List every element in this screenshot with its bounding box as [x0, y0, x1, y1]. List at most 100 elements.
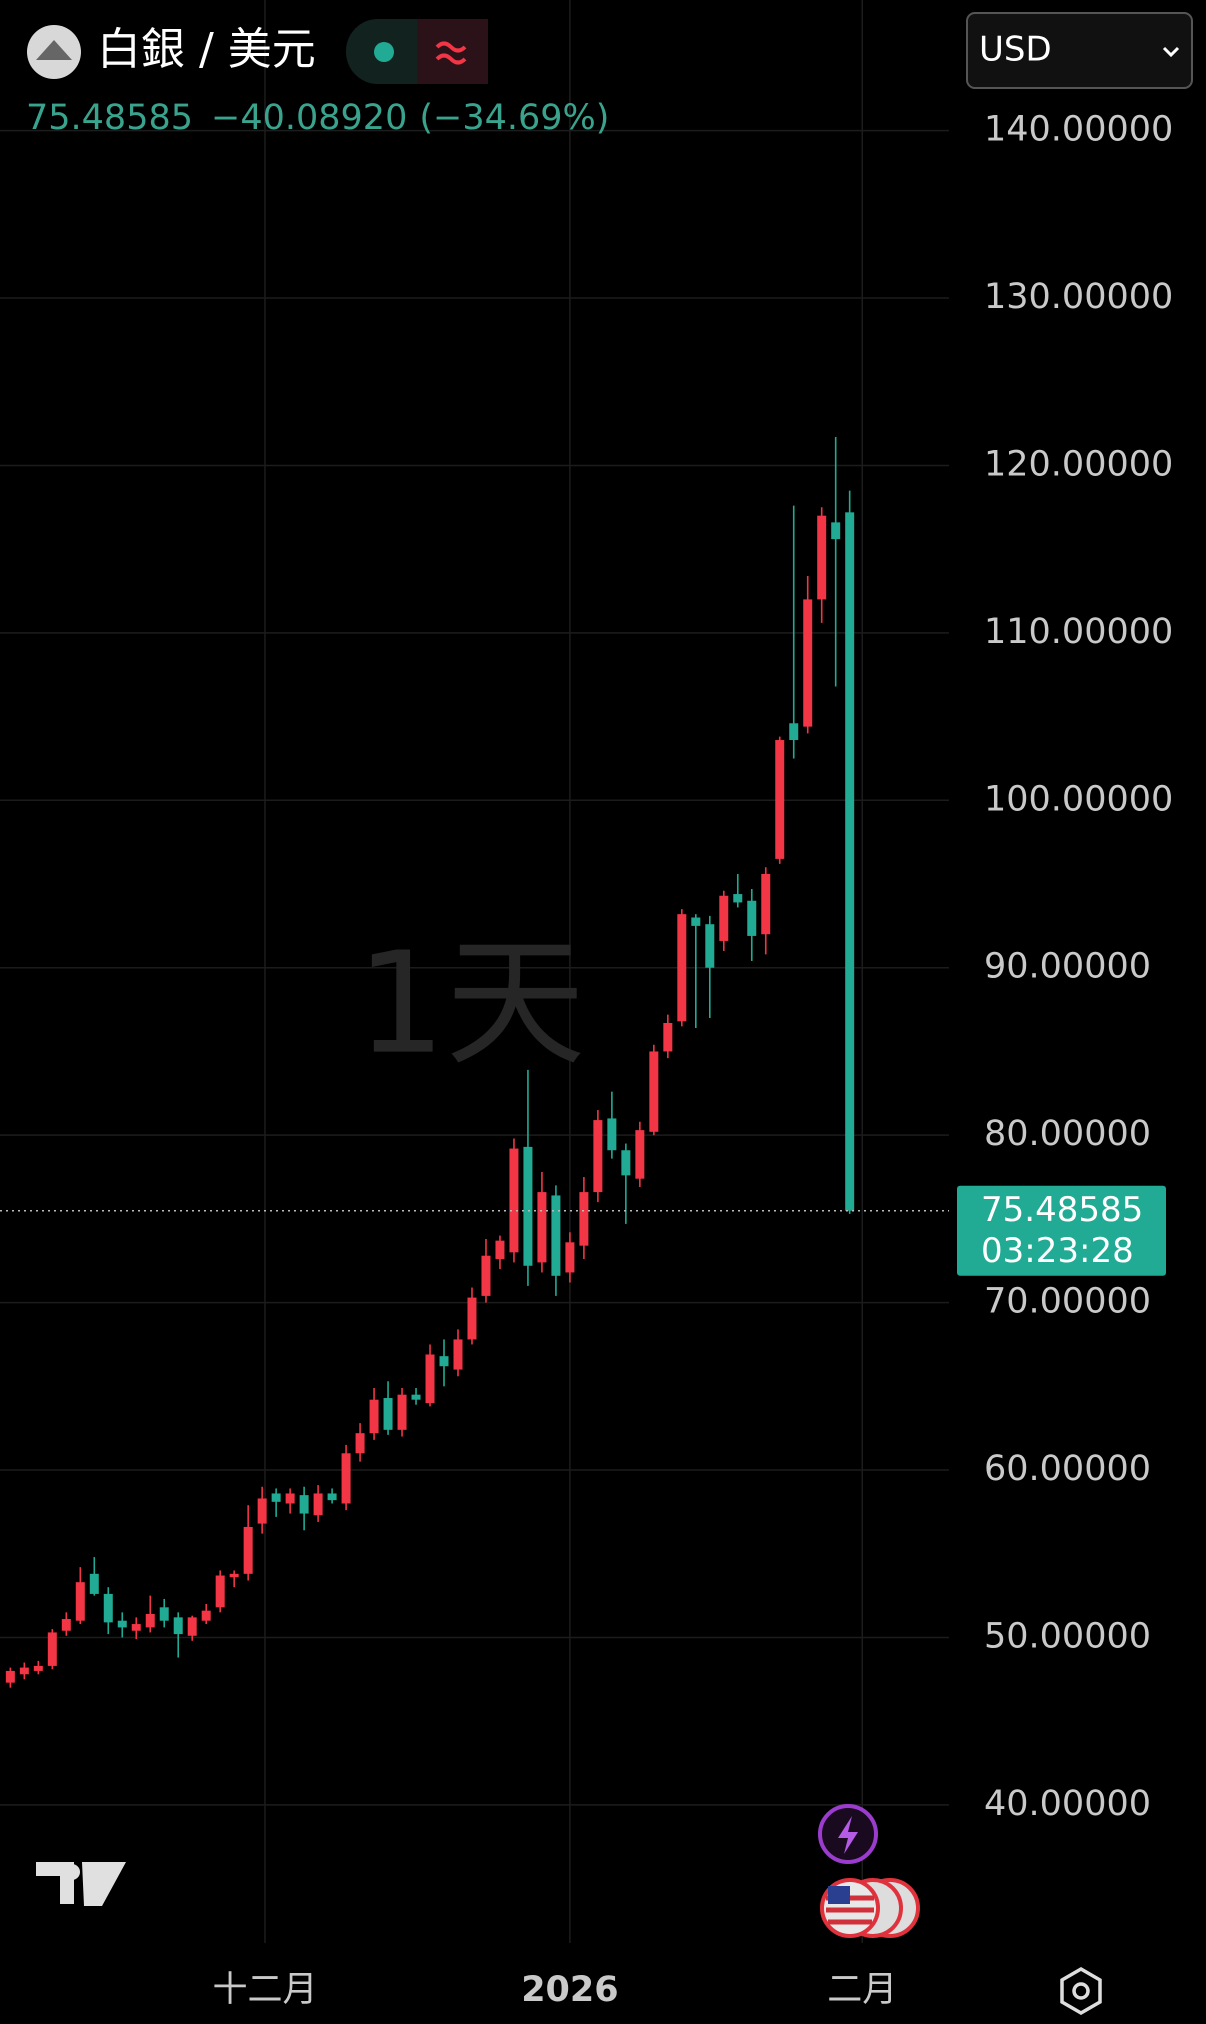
grid [0, 0, 949, 1943]
candle-body [299, 1495, 309, 1514]
candle-body [19, 1667, 29, 1675]
candle-body [537, 1192, 547, 1263]
candle-body [89, 1573, 99, 1594]
candle-body [677, 914, 687, 1022]
candle-body [831, 522, 841, 540]
flag-canton [828, 1886, 850, 1904]
y-tick-label: 50.00000 [984, 1616, 1151, 1656]
candle-body [355, 1433, 365, 1454]
candle-body [243, 1526, 253, 1574]
y-tick-label: 80.00000 [984, 1114, 1151, 1154]
candle-body [579, 1192, 589, 1246]
x-tick-label: 二月 [827, 1970, 897, 2010]
y-tick-label: 100.00000 [984, 779, 1173, 819]
candle-body [747, 900, 757, 936]
x-tick-label: 十二月 [212, 1970, 317, 2010]
candle-body [719, 895, 729, 941]
candle-body [621, 1150, 631, 1176]
price-line: 75.48585 −40.08920 (−34.69%) [26, 98, 609, 138]
candle-body [229, 1573, 239, 1578]
candle-body [145, 1614, 155, 1628]
currency-label: USD [979, 30, 1052, 70]
settings-icon[interactable] [1060, 1966, 1102, 2016]
status-pill-right [417, 19, 488, 84]
candle-body [187, 1617, 197, 1636]
candle-body [439, 1356, 449, 1367]
candle-body [509, 1148, 519, 1253]
candle-body [47, 1632, 57, 1666]
candle-body [397, 1394, 407, 1430]
symbol-title[interactable]: 白銀 / 美元 [97, 24, 316, 75]
lightning [838, 1816, 858, 1854]
axis: 40.00000 50.00000 60.00000 70.00000 80.00000… [212, 110, 1173, 2010]
dropdown-arrow [1162, 46, 1180, 58]
last-price-box [957, 1185, 1166, 1276]
y-tick-label: 110.00000 [984, 612, 1173, 652]
candle-body [663, 1022, 673, 1052]
candle-body [159, 1607, 169, 1621]
change-percent: (−34.69%) [419, 98, 609, 138]
tradingview-logo-dot [64, 1864, 80, 1880]
candle-body [551, 1195, 561, 1276]
candle-body [201, 1610, 211, 1621]
candle-body [103, 1593, 113, 1623]
candle-body [705, 924, 715, 968]
candle-body [649, 1051, 659, 1132]
candle-body [117, 1620, 127, 1628]
watermark: 1天 [356, 923, 585, 1086]
market-open-dot [374, 42, 394, 62]
candle-body [425, 1354, 435, 1404]
candle-body [523, 1146, 533, 1266]
y-tick-label: 60.00000 [984, 1449, 1151, 1489]
candle-body [593, 1120, 603, 1193]
candle-body [453, 1339, 463, 1370]
candle-body [691, 917, 701, 926]
candle-body [467, 1297, 477, 1340]
candle-body [257, 1498, 267, 1524]
y-tick-label: 140.00000 [984, 110, 1173, 150]
candle-body [481, 1255, 491, 1296]
candle-body [635, 1130, 645, 1179]
candle-body [271, 1493, 281, 1502]
candle-body [341, 1453, 351, 1504]
candle-body [817, 515, 827, 600]
candle-body [75, 1582, 85, 1621]
candle-body [411, 1394, 421, 1400]
x-tick-label: 2026 [521, 1970, 618, 2010]
y-tick-label: 90.00000 [984, 947, 1151, 987]
candle-body [789, 723, 799, 741]
y-tick-label: 120.00000 [984, 444, 1173, 484]
candle-body [285, 1493, 295, 1504]
candle-body [761, 873, 771, 935]
candle-body [565, 1242, 575, 1273]
candle-body [131, 1624, 141, 1631]
countdown-label: 03:23:28 [981, 1231, 1134, 1271]
delayed-icon [435, 41, 467, 65]
candle-body [733, 894, 743, 903]
candle-body [803, 599, 813, 727]
candle-body [383, 1398, 393, 1430]
change: −40.08920 [211, 98, 407, 138]
candle-body [215, 1575, 225, 1608]
candle-body [313, 1493, 323, 1516]
tradingview-logo[interactable] [36, 1862, 126, 1906]
candle-body [775, 740, 785, 859]
candle-body [5, 1670, 15, 1683]
candle-body [369, 1399, 379, 1434]
candle-body [173, 1617, 183, 1635]
settings-icon-center [1072, 1982, 1090, 2000]
candle-body [607, 1118, 617, 1151]
candle-body [495, 1240, 505, 1260]
y-tick-label: 40.00000 [984, 1784, 1151, 1824]
candle-body [845, 512, 855, 1211]
plot [0, 436, 949, 1688]
symbol-icon-glyph [36, 40, 72, 60]
candle-body [327, 1493, 337, 1501]
last-price: 75.48585 [26, 98, 193, 138]
currency-select[interactable] [966, 12, 1193, 89]
last-price-label: 75.48585 [981, 1190, 1143, 1230]
y-tick-label: 70.00000 [984, 1282, 1151, 1322]
